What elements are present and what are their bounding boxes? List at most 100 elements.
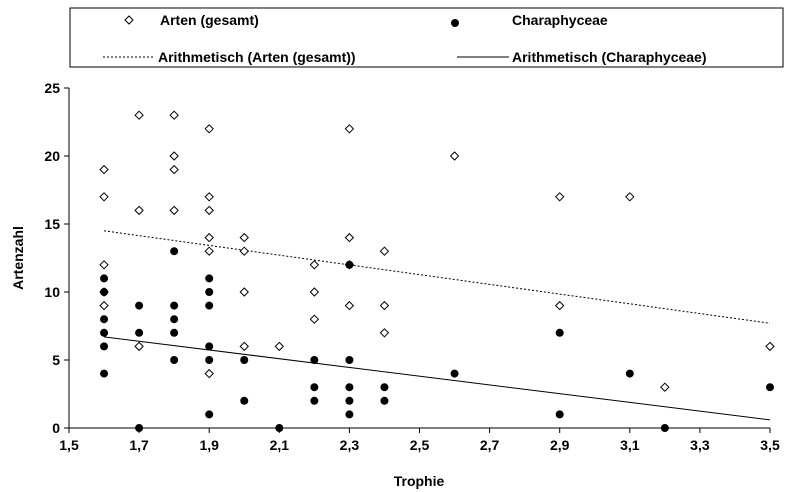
- y-tick-label: 15: [44, 216, 60, 232]
- trendlines: [103, 230, 771, 421]
- data-point-charaphyceae: [555, 328, 564, 337]
- y-tick-label: 25: [44, 80, 60, 96]
- data-point-arten: [239, 341, 249, 352]
- data-point-charaphyceae: [380, 383, 389, 392]
- data-point-arten: [204, 232, 214, 243]
- data-point-charaphyceae: [100, 288, 109, 296]
- data-point-arten: [99, 164, 109, 175]
- data-point-arten: [99, 192, 109, 202]
- data-point-arten: [765, 341, 775, 352]
- x-tick-label: 1,7: [129, 437, 149, 453]
- y-tick-label: 0: [52, 420, 60, 436]
- data-point-charaphyceae: [345, 396, 354, 405]
- legend-label-arten: Arten (gesamt): [160, 12, 259, 28]
- data-point-charaphyceae: [100, 315, 109, 324]
- y-axis-title: Artenzahl: [10, 226, 26, 290]
- legend-label-trend-charaphyceae: Arithmetisch (Charaphyceae): [512, 49, 707, 65]
- data-point-arten: [309, 314, 320, 324]
- data-point-charaphyceae: [310, 356, 319, 364]
- data-point-arten: [660, 382, 670, 392]
- legend-label-trend-arten: Arithmetisch (Arten (gesamt)): [158, 49, 356, 65]
- data-point-arten: [99, 260, 109, 270]
- data-point-arten: [344, 124, 355, 134]
- y-tick-label: 10: [44, 284, 60, 300]
- data-point-arten: [309, 287, 320, 297]
- data-point-arten: [554, 192, 565, 202]
- data-point-charaphyceae: [100, 369, 109, 378]
- legend-marker-charaphyceae: [451, 19, 459, 27]
- x-tick-label: 2,5: [410, 437, 430, 453]
- data-point-arten: [344, 300, 355, 311]
- data-point-arten: [344, 232, 355, 243]
- trendline-arten: [103, 230, 771, 324]
- x-tick-label: 2,1: [270, 437, 290, 453]
- data-point-charaphyceae: [100, 342, 109, 351]
- data-point-arten: [239, 232, 249, 243]
- data-point-arten: [274, 341, 285, 352]
- x-tick-label: 1,9: [199, 437, 219, 453]
- x-tick-label: 2,3: [340, 437, 360, 453]
- data-point-arten: [239, 246, 249, 256]
- data-point-charaphyceae: [205, 356, 214, 364]
- data-point-charaphyceae: [205, 274, 214, 283]
- x-tick-label: 1,5: [59, 437, 79, 453]
- data-point-arten: [169, 110, 179, 120]
- x-tick-label: 3,1: [620, 437, 640, 453]
- data-point-charaphyceae: [205, 301, 214, 310]
- data-point-charaphyceae: [766, 383, 774, 392]
- data-point-charaphyceae: [135, 301, 144, 310]
- data-point-charaphyceae: [170, 328, 179, 337]
- data-point-charaphyceae: [170, 315, 179, 324]
- x-tick-label: 2,7: [480, 437, 500, 453]
- data-point-arten: [204, 124, 214, 134]
- data-point-arten: [134, 341, 144, 352]
- data-point-arten: [554, 300, 565, 311]
- x-axis-ticks: 1,5 1,7 1,9 2,1 2,3 2,5 2,7 2,9 3,1 3,3 3,5: [59, 428, 780, 453]
- data-point-charaphyceae: [345, 383, 354, 392]
- data-point-charaphyceae: [100, 328, 109, 337]
- data-point-arten: [169, 205, 179, 216]
- x-tick-label: 3,3: [690, 437, 710, 453]
- data-point-charaphyceae: [625, 369, 634, 378]
- data-point-arten: [204, 192, 214, 202]
- data-point-charaphyceae: [660, 424, 669, 432]
- legend-label-charaphyceae: Charaphyceae: [512, 12, 608, 28]
- y-tick-label: 20: [44, 148, 60, 164]
- data-point-arten: [204, 246, 214, 256]
- data-point-arten: [204, 368, 214, 379]
- data-point-charaphyceae: [240, 356, 249, 364]
- trendline-charaphyceae: [103, 336, 771, 421]
- data-point-charaphyceae: [205, 288, 214, 296]
- data-point-arten: [379, 300, 390, 311]
- data-point-charaphyceae: [310, 396, 319, 405]
- x-tick-label: 2,9: [550, 437, 570, 453]
- data-point-charaphyceae: [205, 410, 214, 419]
- data-point-arten: [625, 192, 635, 202]
- data-point-charaphyceae: [205, 342, 214, 351]
- data-point-arten: [309, 260, 320, 270]
- data-points: [99, 110, 775, 432]
- legend: Arten (gesamt) Charaphyceae Arithmetisch…: [69, 7, 784, 68]
- data-point-charaphyceae: [170, 247, 179, 256]
- data-point-charaphyceae: [240, 396, 249, 405]
- legend-box: [69, 7, 784, 68]
- data-point-arten: [379, 246, 390, 256]
- legend-marker-arten: [124, 15, 134, 25]
- data-point-charaphyceae: [310, 383, 319, 392]
- data-point-charaphyceae: [450, 369, 459, 378]
- data-point-arten: [239, 287, 249, 297]
- data-point-charaphyceae: [555, 410, 564, 419]
- data-point-charaphyceae: [170, 301, 179, 310]
- data-point-arten: [204, 205, 214, 216]
- data-point-arten: [379, 328, 390, 338]
- data-point-charaphyceae: [345, 356, 354, 364]
- data-point-charaphyceae: [275, 424, 284, 432]
- x-axis-title: Trophie: [394, 473, 445, 489]
- x-tick-label: 3,5: [760, 437, 780, 453]
- axes: 1,5 1,7 1,9 2,1 2,3 2,5 2,7 2,9 3,1 3,3 3,5 0 5 10 15…: [10, 80, 780, 489]
- data-point-charaphyceae: [380, 396, 389, 405]
- data-point-arten: [449, 151, 460, 161]
- data-point-charaphyceae: [170, 356, 179, 364]
- data-point-charaphyceae: [345, 410, 354, 419]
